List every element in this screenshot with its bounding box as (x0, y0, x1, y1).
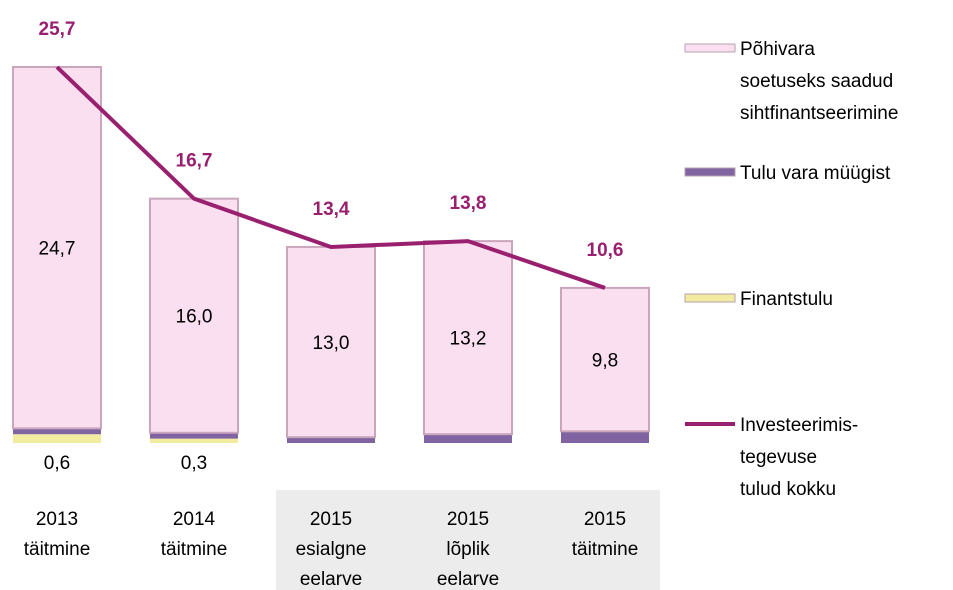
legend-label: Tulu vara müügist (740, 163, 891, 184)
x-tick-label: 2015 lõplik eelarve (437, 509, 499, 590)
category-highlight (276, 490, 660, 590)
x-tick-label: 2015 täitmine (572, 509, 639, 560)
bar-segment (287, 437, 375, 443)
legend-label: Põhivara soetuseks saadud sihtfinantseerim… (740, 39, 898, 124)
data-label: 13,0 (313, 333, 350, 354)
bar-segment (423, 240, 513, 436)
total-label: 16,7 (176, 151, 213, 172)
data-label: 13,2 (450, 329, 487, 350)
data-label: 0,6 (44, 453, 70, 474)
data-label: 16,0 (176, 307, 213, 328)
bar-segment (424, 434, 512, 443)
bar-segment (149, 197, 239, 434)
bar-segment (150, 432, 238, 439)
legend-swatch (684, 43, 736, 53)
total-label: 13,4 (313, 199, 350, 220)
bar-segment (12, 66, 102, 430)
legend-swatch (684, 293, 736, 303)
data-label: 24,7 (39, 239, 76, 260)
bar-segment (13, 434, 101, 443)
line (55, 65, 606, 290)
bar-segment (13, 428, 101, 435)
bar-segment (286, 245, 376, 439)
legend-label: Finantstulu (740, 289, 833, 310)
total-label: 10,6 (587, 240, 624, 261)
total-label: 13,8 (450, 193, 487, 214)
x-tick-label: 2013 täitmine (24, 509, 91, 560)
x-tick-label: 2014 täitmine (161, 509, 228, 560)
bar-segment (150, 438, 238, 443)
legend-swatch (684, 167, 736, 177)
legend-label: Investeerimis-tegevuse tulud kokku (740, 415, 858, 500)
data-label: 9,8 (592, 351, 618, 372)
data-label: 0,3 (181, 453, 207, 474)
bar-segment (561, 431, 649, 443)
x-tick-label: 2015 esialgne eelarve (296, 509, 367, 590)
total-label: 25,7 (39, 19, 76, 40)
